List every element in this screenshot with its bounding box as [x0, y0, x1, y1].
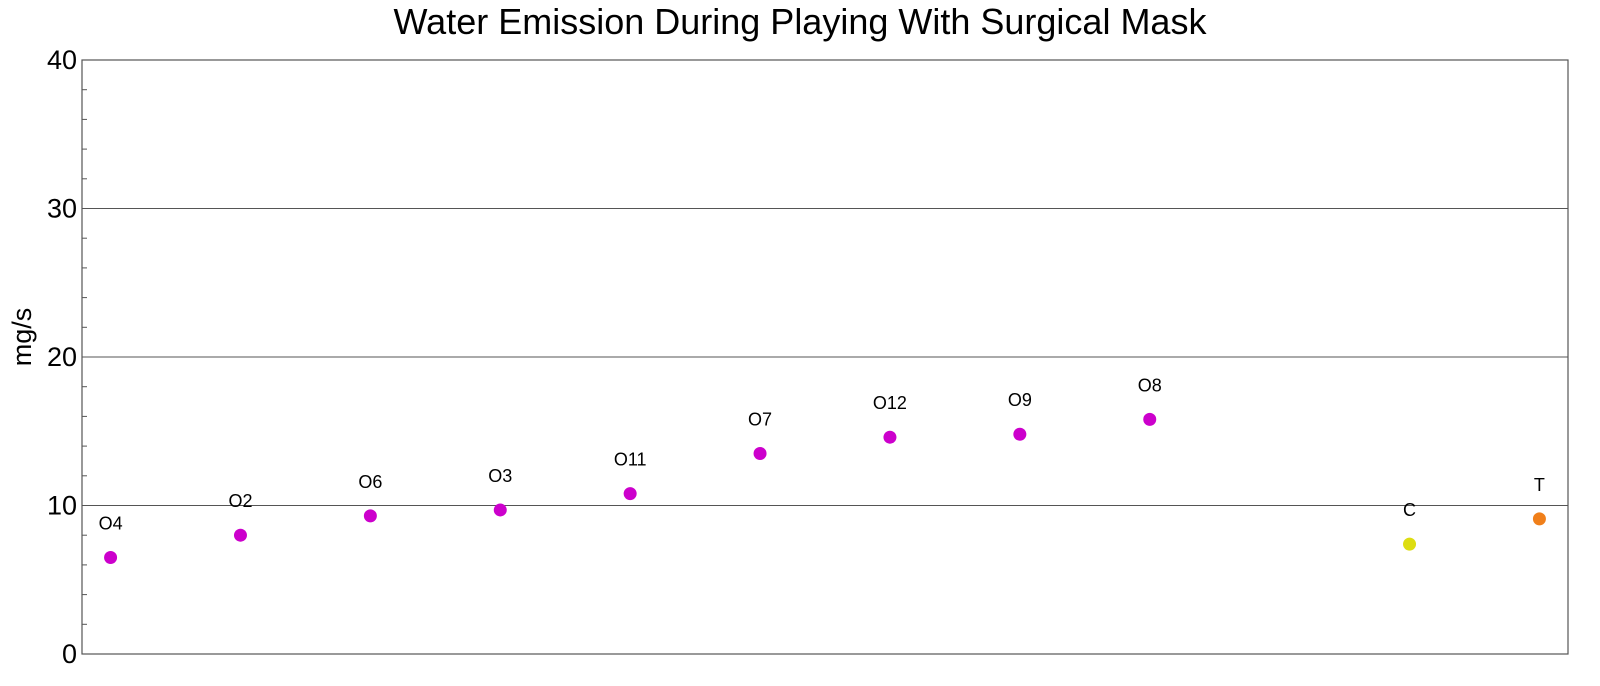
data-point-label: O11 — [614, 450, 647, 470]
data-point — [623, 487, 637, 501]
data-point — [1532, 512, 1546, 526]
y-tick-label: 20 — [47, 342, 77, 372]
axis-ticks — [82, 59, 91, 655]
data-point-label: T — [1534, 475, 1545, 495]
data-point-label: O12 — [873, 393, 907, 413]
data-point — [883, 430, 897, 444]
data-point-label: O6 — [358, 472, 382, 492]
data-point-label: O9 — [1008, 390, 1032, 410]
data-point — [1403, 537, 1417, 551]
data-point — [753, 447, 767, 461]
y-tick-label: 0 — [62, 639, 77, 669]
y-tick-label: 40 — [47, 45, 77, 75]
data-point — [233, 528, 247, 542]
chart-title: Water Emission During Playing With Surgi… — [393, 1, 1207, 42]
y-axis-label: mg/s — [7, 308, 37, 367]
data-point-label: O4 — [99, 513, 123, 533]
data-points: O4 O2 O6 O3 O11 O7 O12 O9 O8 C T — [99, 375, 1546, 564]
y-tick-label: 30 — [47, 194, 77, 224]
data-point — [1013, 427, 1027, 441]
data-point-label: O2 — [228, 491, 252, 511]
data-point-label: C — [1403, 500, 1416, 520]
data-point — [1143, 412, 1157, 426]
data-point — [104, 550, 118, 564]
y-axis-tick-labels: 0 10 20 30 40 — [47, 45, 77, 669]
data-point — [493, 503, 507, 517]
data-point-label: O7 — [748, 410, 772, 430]
grid-lines — [82, 208, 1568, 506]
data-point-label: O3 — [488, 466, 512, 486]
y-tick-label: 10 — [47, 491, 77, 521]
data-point — [363, 509, 377, 523]
data-point-label: O8 — [1138, 375, 1162, 395]
